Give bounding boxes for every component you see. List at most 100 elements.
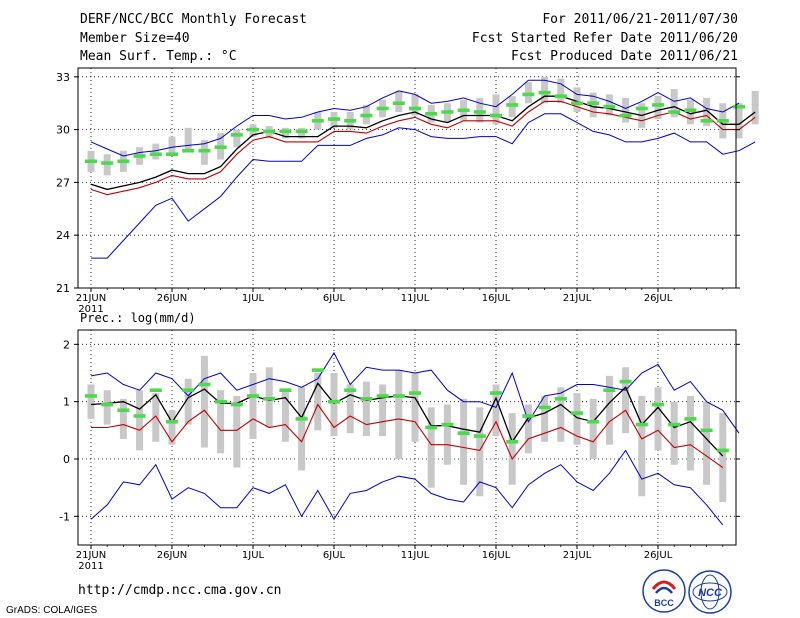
prec-range-bar: [508, 413, 516, 485]
prec-ensemble-mark: [376, 394, 389, 398]
prec-ensemble-mark: [716, 448, 729, 453]
temp-ensemble-mark: [295, 129, 308, 134]
prec-ensemble-mark: [198, 382, 211, 387]
prec-ytick-label: 1: [63, 396, 70, 409]
temp-ytick-label: 27: [56, 176, 70, 189]
temp-ensemble-mark: [652, 103, 664, 107]
temp-range-bar: [654, 96, 662, 120]
source-url[interactable]: http://cmdp.ncc.cma.gov.cn: [78, 583, 282, 598]
prec-range-bar: [152, 393, 160, 442]
temp-ensemble-mark: [230, 133, 243, 137]
prec-plot-frame: [77, 329, 737, 546]
prec-ensemble-mark: [263, 397, 276, 401]
temp-ensemble-mark: [522, 92, 535, 97]
prec-ensemble-mark: [538, 405, 551, 410]
prec-range-bar: [314, 373, 322, 431]
temp-range-bar: [622, 97, 630, 123]
prec-ensemble-mark: [522, 414, 535, 418]
prec-ensemble-mark: [101, 402, 114, 407]
prec-range-bar: [557, 387, 565, 442]
temp-ensemble-mark: [571, 101, 583, 105]
prec-ensemble-mark: [554, 397, 567, 401]
prec-range-bar: [703, 401, 711, 485]
prec-range-bar: [605, 375, 613, 445]
temp-ensemble-mark: [182, 148, 195, 153]
temp-ensemble-mark: [311, 119, 324, 123]
prec-ytick-label: 0: [63, 453, 70, 466]
temp-ensemble-mark: [668, 110, 681, 114]
temp-ensemble-mark: [344, 119, 357, 123]
prec-ensemble-mark: [311, 368, 324, 372]
prec-ensemble-mark: [85, 394, 97, 398]
svg-text:BCC: BCC: [654, 598, 674, 608]
temp-ensemble-mark: [263, 129, 276, 134]
temp-ensemble-mark: [716, 119, 729, 123]
prec-ensemble-mark: [247, 394, 259, 398]
ncc-logo: NCC: [688, 570, 732, 614]
temp-ensemble-mark: [733, 104, 745, 109]
temp-ensemble-mark: [506, 103, 519, 107]
temp-ensemble-mark: [117, 159, 130, 164]
temp-ensemble-mark: [328, 117, 340, 121]
temp-ensemble-mark: [538, 90, 551, 95]
temp-ensemble-mark: [619, 113, 632, 118]
temp-range-bar: [670, 89, 678, 118]
prec-range-bar: [168, 410, 176, 445]
temp-range-bar: [184, 127, 192, 151]
prec-range-bar: [330, 373, 338, 437]
prec-range-bar: [638, 395, 646, 497]
prec-range-bar: [103, 390, 111, 425]
prec-range-bar: [686, 395, 694, 471]
temp-xtick-label: 21JUN: [76, 293, 106, 304]
temp-ensemble-mark: [587, 101, 600, 105]
prec-xtick-label: 26JUL: [644, 550, 673, 561]
temp-ensemble-mark: [166, 152, 178, 157]
prec-ensemble-mark: [295, 417, 308, 421]
temp-xtick-label: 6JUL: [323, 293, 346, 304]
temp-ytick-label: 21: [56, 282, 70, 295]
prec-ensemble-mark: [214, 399, 227, 404]
prec-ensemble-mark: [166, 419, 178, 424]
temp-xtick-year: 2011: [78, 304, 103, 315]
temp-ensemble-mark: [490, 113, 502, 118]
temp-ensemble-mark: [214, 145, 227, 149]
svg-text:NCC: NCC: [698, 587, 723, 599]
prec-ensemble-mark: [668, 422, 681, 427]
prec-range-bar: [670, 401, 678, 465]
prec-range-bar: [573, 393, 581, 445]
temp-ensemble-mark: [133, 154, 146, 158]
prec-range-bar: [524, 404, 532, 454]
prec-range-bar: [427, 407, 435, 488]
temp-xtick-label: 26JUN: [157, 293, 187, 304]
prec-range-bar: [346, 384, 354, 434]
temp-ensemble-mark: [457, 108, 470, 113]
temp-ensemble-mark: [279, 129, 292, 134]
prec-ensemble-mark: [344, 388, 357, 392]
prec-ensemble-mark: [635, 422, 648, 427]
prec-ensemble-mark: [328, 399, 340, 404]
prec-xtick-label: 26JUN: [157, 550, 187, 561]
prec-range-bar: [541, 395, 549, 442]
prec-panel-title: Prec.: log(mm/d): [80, 311, 196, 325]
prec-ensemble-mark: [279, 388, 292, 392]
prec-xtick-label: 11JUL: [401, 550, 430, 561]
prec-range-bar: [362, 381, 370, 437]
temp-ensemble-mark: [635, 106, 648, 111]
prec-range-bar: [443, 404, 451, 465]
prec-range-bar: [281, 390, 289, 442]
prec-mean-line: [90, 382, 724, 457]
temp-ensemble-mark: [85, 159, 97, 164]
prec-range-bar: [476, 407, 484, 497]
prec-ensemble-mark: [684, 417, 697, 421]
prec-range-bar: [87, 384, 95, 419]
prec-ensemble-mark: [149, 388, 162, 392]
prec-range-bar: [411, 373, 419, 442]
member-size: Member Size=40: [80, 31, 190, 46]
temp-range-bar: [735, 103, 743, 139]
prec-range-bar: [395, 370, 403, 459]
forecast-period: For 2011/06/21-2011/07/30: [542, 12, 738, 27]
temp-lower-envelope-line: [91, 113, 756, 259]
prec-range-bar: [233, 395, 241, 468]
prec-xtick-label: 21JUN: [76, 550, 106, 561]
